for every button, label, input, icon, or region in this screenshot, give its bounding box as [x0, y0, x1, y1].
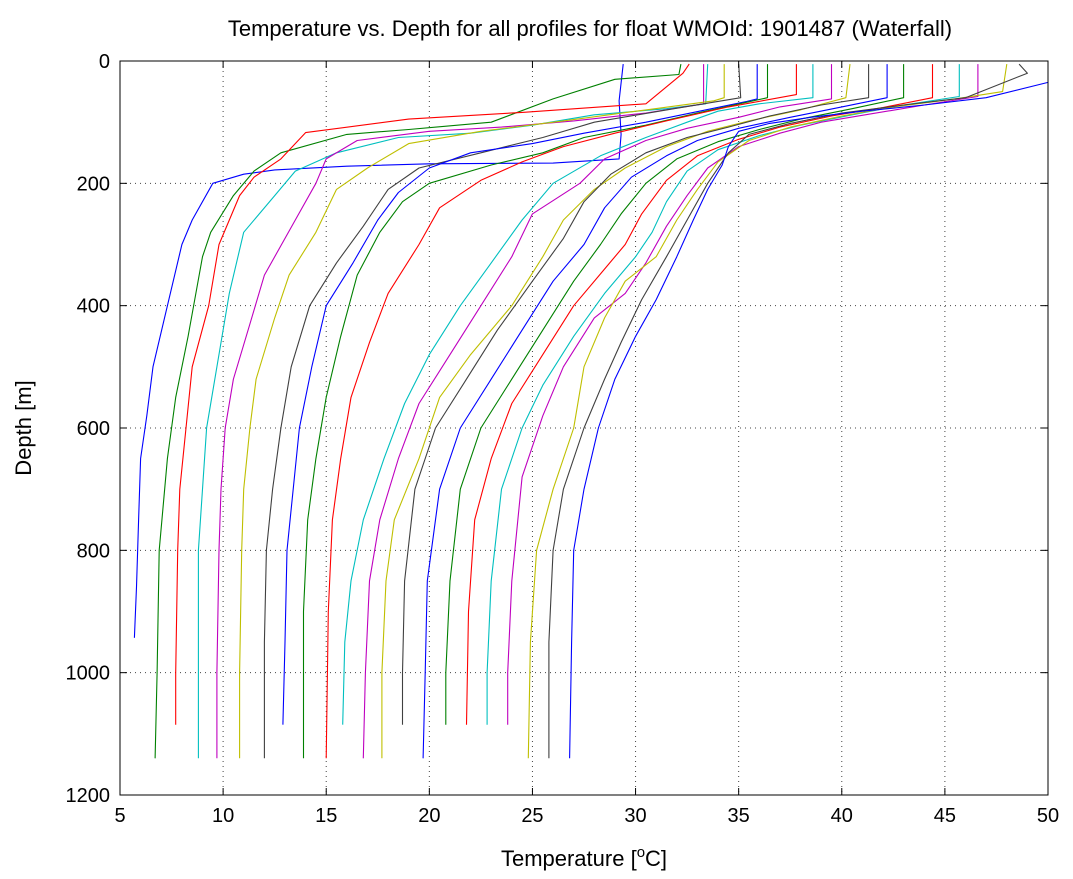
profile-line-9 — [302, 64, 769, 759]
x-tick-label: 15 — [315, 805, 337, 827]
profile-line-11 — [342, 64, 814, 725]
x-tick-label: 25 — [521, 805, 543, 827]
y-tick-label: 800 — [77, 540, 110, 562]
profile-line-8 — [282, 64, 758, 725]
x-tick-label: 30 — [624, 805, 646, 827]
profile-line-22 — [569, 81, 1049, 759]
profile-line-6 — [239, 64, 725, 759]
profile-line-14 — [401, 64, 870, 725]
x-tick-label: 20 — [418, 805, 440, 827]
profile-line-5 — [216, 64, 705, 759]
profile-line-7 — [263, 64, 742, 759]
profile-line-4 — [197, 64, 709, 759]
x-axis-label-unit: C] — [645, 846, 667, 871]
y-tick-label: 0 — [99, 51, 110, 73]
x-tick-label: 40 — [831, 805, 853, 827]
profile-line-2 — [154, 63, 682, 759]
profile-line-12 — [362, 64, 833, 759]
y-tick-label: 1200 — [66, 785, 111, 807]
y-axis-label: Depth [m] — [11, 380, 36, 475]
profile-line-17 — [465, 64, 934, 725]
x-tick-label: 50 — [1037, 805, 1059, 827]
x-axis-label-main: Temperature [ — [501, 846, 637, 871]
profile-line-3 — [175, 63, 690, 725]
ticks: 5 10 15 20 25 30 35 40 45 50 0 200 400 600 800 1000 1200 — [66, 51, 1060, 827]
profile-line-1 — [133, 64, 624, 638]
y-tick-label: 200 — [77, 173, 110, 195]
x-tick-label: 10 — [212, 805, 234, 827]
profile-line-19 — [507, 64, 979, 725]
profile-line-20 — [527, 64, 1008, 759]
profile-line-15 — [422, 64, 888, 759]
x-axis-label-superscript: o — [637, 844, 645, 861]
series-lines — [133, 63, 1049, 759]
profile-line-21 — [548, 63, 1028, 759]
x-axis-label: Temperature [oC] — [501, 844, 667, 871]
y-tick-label: 600 — [77, 418, 110, 440]
x-tick-label: 35 — [728, 805, 750, 827]
x-tick-label: 5 — [114, 805, 125, 827]
chart-title: Temperature vs. Depth for all profiles f… — [228, 16, 952, 41]
profile-line-18 — [486, 64, 960, 725]
y-tick-label: 1000 — [66, 663, 111, 685]
x-tick-label: 45 — [934, 805, 956, 827]
profile-line-10 — [325, 64, 797, 759]
y-tick-label: 400 — [77, 296, 110, 318]
